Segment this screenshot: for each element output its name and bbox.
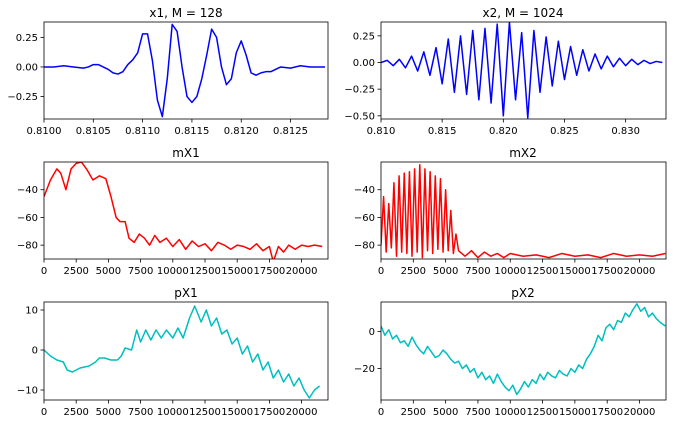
axes-frame [380, 301, 667, 401]
series-line [381, 164, 666, 259]
y-tick-label: 0.00 [353, 58, 375, 69]
y-tick-label: −40 [354, 185, 375, 196]
y-tick-label: −60 [354, 213, 375, 224]
y-tick-label: −80 [354, 241, 375, 252]
subplot-pX2: pX2 0 2500 5000 7500 10000 12500 15000 17500 200… [354, 286, 667, 418]
x-tick-label: 20000 [286, 407, 318, 418]
axes-frame [43, 21, 329, 120]
x-tick-label: 0 [378, 407, 384, 418]
x-tick-label: 0.820 [489, 126, 518, 137]
x-tick-label: 0.8115 [174, 126, 209, 137]
y-tick-label: 0 [32, 346, 38, 357]
x-tick-label: 20000 [286, 266, 318, 277]
x-tick-label: 0.810 [367, 126, 396, 137]
y-tick-label: −80 [17, 241, 38, 252]
y-tick-label: 10 [25, 306, 38, 317]
axes-frame [43, 161, 329, 260]
x-tick-label: 15000 [221, 266, 253, 277]
subplot-x2: x2, M = 1024 0.810 0.815 0.820 0.825 0.8300.… [344, 6, 667, 137]
subplot-title: mX1 [172, 146, 200, 160]
x-tick-label: 0 [41, 407, 47, 418]
plot-area-mX2: 0 2500 5000 7500 10000 12500 15000 17500 20000 −4… [354, 161, 667, 277]
x-tick-label: 10000 [157, 407, 189, 418]
x-tick-label: 0 [378, 266, 384, 277]
x-tick-label: 0.8120 [224, 126, 259, 137]
x-tick-label: 15000 [559, 266, 591, 277]
subplot-pX1: pX1 0 2500 5000 7500 10000 12500 15000 17500 200… [17, 286, 329, 418]
x-tick-label: 0.8125 [273, 126, 308, 137]
x-tick-label: 0.8100 [27, 126, 62, 137]
series-line [44, 305, 321, 399]
x-tick-label: 2500 [63, 407, 88, 418]
subplot-x1: x1, M = 128 0.8100 0.8105 0.8110 0.8115 0.81… [7, 6, 329, 137]
x-tick-label: 12500 [189, 407, 221, 418]
x-tick-label: 0.8110 [125, 126, 160, 137]
x-tick-label: 5000 [433, 407, 458, 418]
x-tick-label: 2500 [401, 266, 426, 277]
y-tick-label: −0.25 [7, 92, 38, 103]
x-tick-label: 10000 [494, 407, 526, 418]
x-tick-label: 10000 [494, 266, 526, 277]
y-tick-label: 0 [369, 327, 375, 338]
plot-area-pX2: 0 2500 5000 7500 10000 12500 15000 17500 20000 0 −… [354, 301, 667, 418]
axes-frame [380, 161, 667, 260]
series-line [381, 303, 666, 396]
x-tick-label: 17500 [591, 407, 623, 418]
x-tick-label: 20000 [624, 266, 656, 277]
plot-area-x2: 0.810 0.815 0.820 0.825 0.830 0.25 0.00 −0.25 −0… [344, 21, 667, 137]
y-tick-label: 0.00 [16, 62, 38, 73]
series-line [381, 22, 663, 119]
series-line [44, 23, 326, 118]
subplot-mX1: mX1 0 2500 5000 7500 10000 12500 15000 17500 200… [17, 146, 329, 277]
axes-frame [380, 21, 667, 120]
y-tick-label: −60 [17, 213, 38, 224]
x-tick-label: 5000 [96, 407, 121, 418]
x-tick-label: 12500 [527, 407, 559, 418]
subplot-title: mX2 [509, 146, 537, 160]
x-tick-label: 0 [41, 266, 47, 277]
x-tick-label: 12500 [189, 266, 221, 277]
subplot-title: x2, M = 1024 [483, 6, 564, 20]
subplot-title: pX1 [174, 286, 197, 300]
x-tick-label: 5000 [96, 266, 121, 277]
x-tick-label: 17500 [253, 407, 285, 418]
x-tick-label: 2500 [63, 266, 88, 277]
plot-area-mX1: 0 2500 5000 7500 10000 12500 15000 17500 20000 −4… [17, 161, 329, 277]
plot-area-pX1: 0 2500 5000 7500 10000 12500 15000 17500 20000 10… [17, 301, 329, 418]
series-line [44, 162, 323, 259]
x-tick-label: 7500 [128, 266, 153, 277]
x-tick-label: 15000 [221, 407, 253, 418]
x-tick-label: 7500 [465, 266, 490, 277]
y-tick-label: −40 [17, 185, 38, 196]
plot-area-x1: 0.8100 0.8105 0.8110 0.8115 0.8120 0.8125 0.25… [7, 21, 329, 137]
x-tick-label: 17500 [253, 266, 285, 277]
x-tick-label: 7500 [465, 407, 490, 418]
x-tick-label: 10000 [157, 266, 189, 277]
axes-frame [43, 301, 329, 401]
x-tick-label: 0.830 [611, 126, 640, 137]
subplot-title: pX2 [511, 286, 534, 300]
x-tick-label: 2500 [401, 407, 426, 418]
y-tick-label: −20 [354, 364, 375, 375]
y-tick-label: 0.25 [353, 31, 375, 42]
x-tick-label: 0.815 [428, 126, 457, 137]
subplot-title: x1, M = 128 [149, 6, 222, 20]
y-tick-label: −10 [17, 386, 38, 397]
subplot-mX2: mX2 0 2500 5000 7500 10000 12500 15000 17500 200… [354, 146, 667, 277]
y-tick-label: −0.50 [344, 111, 375, 122]
x-tick-label: 0.8105 [76, 126, 111, 137]
x-tick-label: 0.825 [550, 126, 579, 137]
y-tick-label: −0.25 [344, 85, 375, 96]
x-tick-label: 15000 [559, 407, 591, 418]
y-tick-label: 0.25 [16, 33, 38, 44]
x-tick-label: 17500 [591, 266, 623, 277]
x-tick-label: 5000 [433, 266, 458, 277]
x-tick-label: 20000 [624, 407, 656, 418]
x-tick-label: 7500 [128, 407, 153, 418]
x-tick-label: 12500 [527, 266, 559, 277]
